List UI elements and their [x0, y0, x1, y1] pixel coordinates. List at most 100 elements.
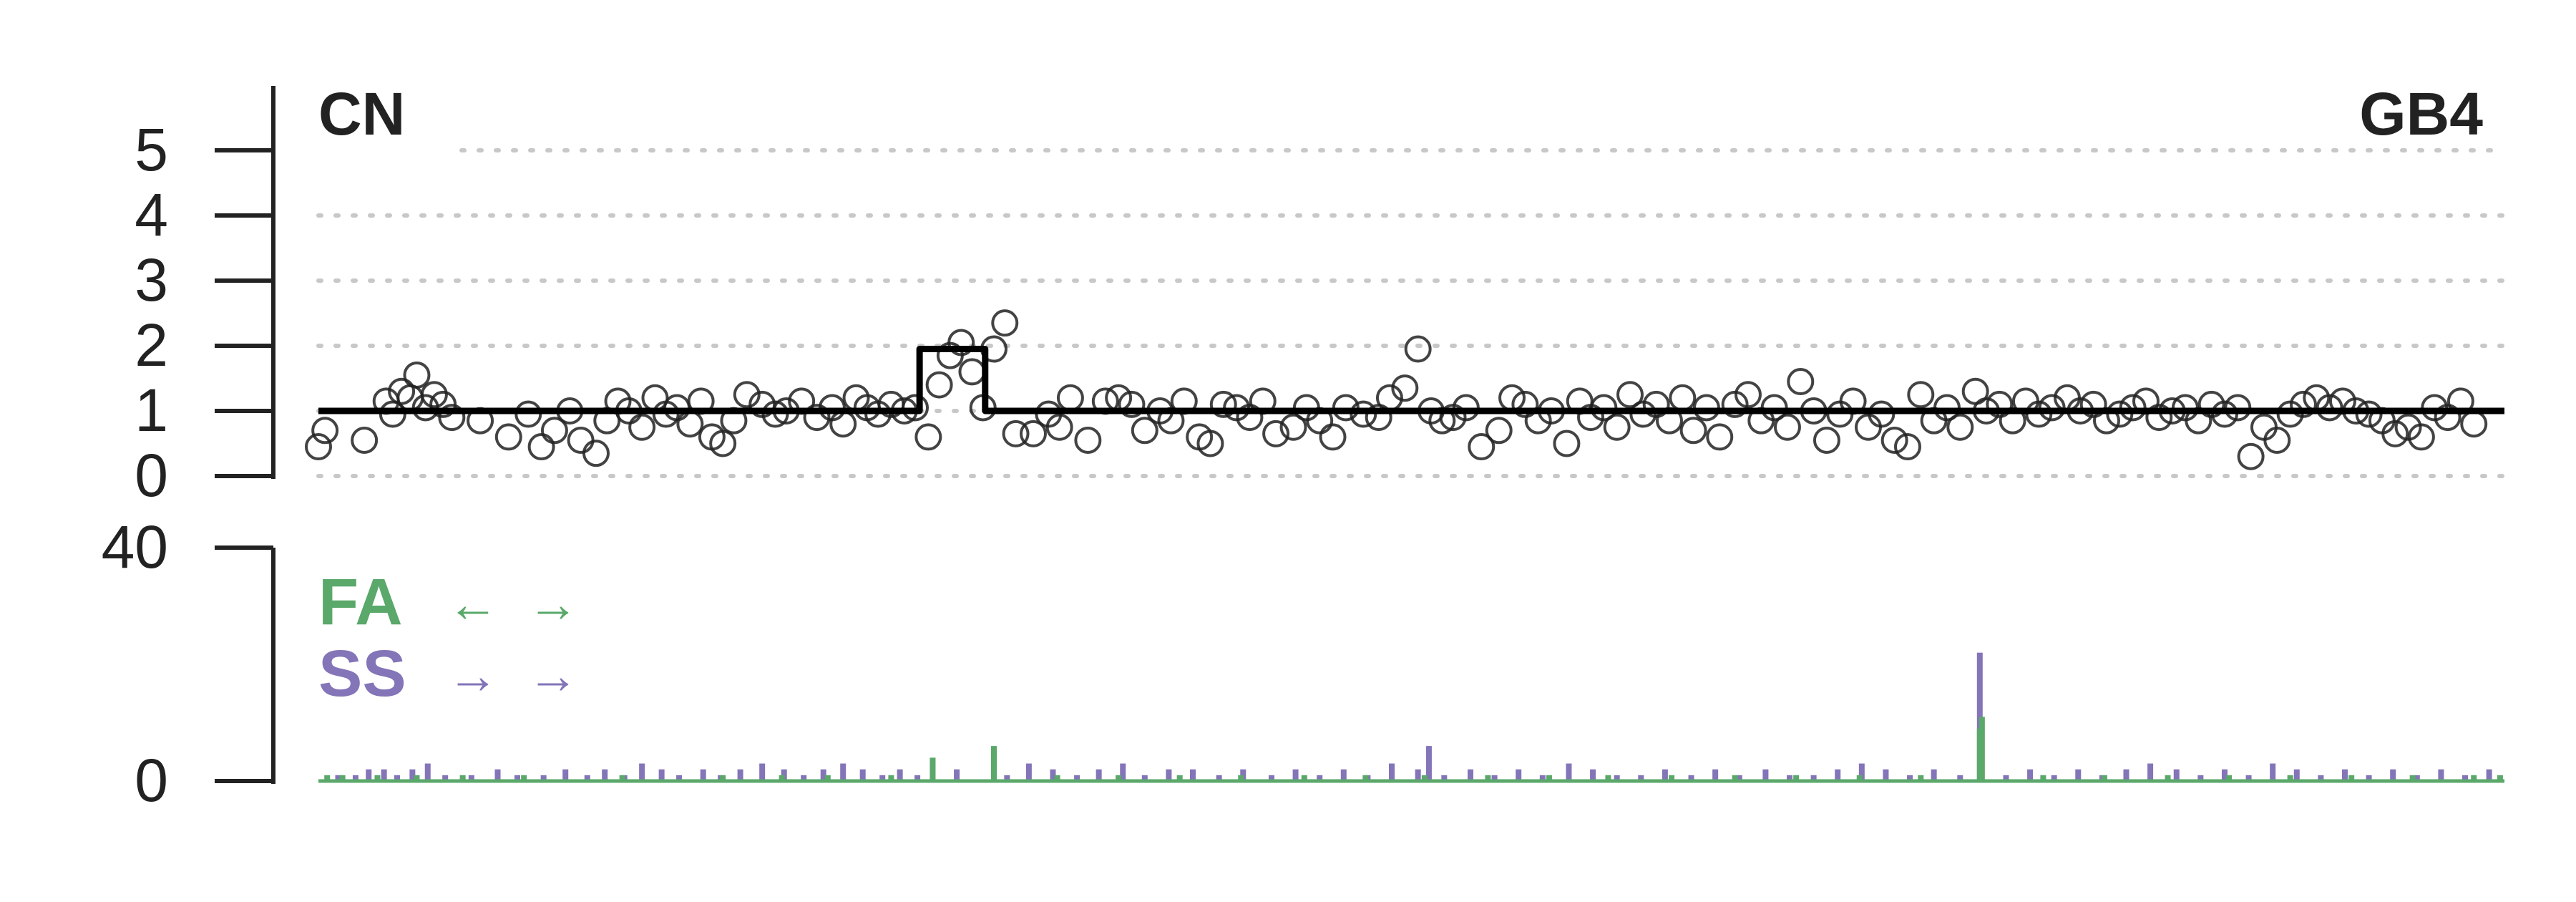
coverage-bar-fa	[1669, 775, 1675, 781]
coverage-bar-ss	[424, 763, 431, 781]
cn-point	[914, 423, 942, 451]
coverage-bar-ss	[2270, 763, 2276, 781]
cn-point	[676, 410, 704, 438]
cn-point	[1292, 394, 1320, 422]
coverage-bar-ss	[584, 775, 590, 781]
coverage-bar-ss	[2027, 769, 2034, 781]
coverage-bar-ss	[442, 775, 449, 781]
coverage-bar-ss	[914, 775, 921, 781]
coverage-bar-ss	[2123, 769, 2129, 781]
coverage-y-ticks: 0 40	[102, 513, 273, 814]
cn-point	[2407, 423, 2435, 451]
coverage-bar-fa	[779, 775, 785, 781]
cn-panel-label: CN	[318, 80, 405, 147]
coverage-bar-ss	[879, 775, 886, 781]
coverage-bar-ss	[658, 769, 665, 781]
coverage-bar-fa	[1421, 775, 1428, 781]
cn-point	[1332, 394, 1360, 422]
cn-point	[1946, 413, 1974, 441]
coverage-bar-ss	[1166, 769, 1172, 781]
coverage-bar-fa	[2101, 775, 2107, 781]
coverage-bar-ss	[381, 769, 387, 781]
cn-point	[1787, 368, 1815, 396]
coverage-bar-ss	[1931, 769, 1937, 781]
cn-tick-label-4: 4	[135, 181, 168, 248]
cn-point	[2224, 394, 2252, 422]
coverage-bar-ss	[2051, 775, 2057, 781]
cn-tick-label-0: 0	[135, 442, 168, 509]
cn-point	[2119, 394, 2147, 422]
coverage-bar-fa	[888, 775, 894, 781]
coverage-bar-ss	[2486, 769, 2492, 781]
coverage-bar-fa	[1176, 775, 1183, 781]
cn-point	[991, 309, 1019, 337]
cn-point	[1391, 374, 1419, 402]
coverage-bar-ss	[1004, 775, 1010, 781]
coverage-bar-fa	[1238, 775, 1244, 781]
legend-arrows-ss: → →	[447, 647, 586, 704]
coverage-bar-ss	[1292, 769, 1299, 781]
coverage-bar-ss	[1907, 775, 1913, 781]
cn-point	[2289, 390, 2317, 418]
coverage-bar-ss	[366, 769, 372, 781]
cn-point	[388, 377, 416, 405]
legend-label-fa: FA	[318, 566, 403, 639]
cn-point	[1074, 426, 1102, 454]
coverage-bar-ss	[1141, 775, 1148, 781]
coverage-bar-ss	[2366, 775, 2372, 781]
coverage-bar-ss	[1425, 746, 1432, 781]
cn-point	[1553, 430, 1581, 457]
cn-point	[1907, 381, 1935, 409]
coverage-bar-ss	[1317, 775, 1323, 781]
coverage-bar-ss	[1467, 769, 1473, 781]
coverage-bar-fa	[521, 775, 527, 781]
coverage-bar-fa	[2348, 775, 2355, 781]
cn-point	[1813, 426, 1840, 454]
coverage-bar-ss	[2075, 769, 2082, 781]
cn-point	[2460, 410, 2488, 438]
cn-point	[582, 440, 610, 467]
coverage-bar-fa	[1856, 775, 1863, 781]
coverage-bar-ss	[2003, 775, 2009, 781]
cn-point	[1019, 420, 1047, 447]
coverage-bar-ss	[1539, 775, 1546, 781]
coverage-bar-ss	[468, 775, 474, 781]
coverage-bar-ss	[954, 769, 960, 781]
legend-label-ss: SS	[318, 637, 406, 710]
coverage-bar-ss	[2341, 769, 2348, 781]
cn-point	[1734, 381, 1762, 409]
cn-point	[2381, 420, 2409, 447]
coverage-bar-ss	[2245, 775, 2252, 781]
sample-label: GB4	[2359, 80, 2483, 147]
cn-point	[947, 329, 975, 357]
coverage-bar-fa	[2287, 775, 2293, 781]
coverage-bar-ss	[1389, 763, 1395, 781]
coverage-bar-ss	[1096, 769, 1102, 781]
cn-point	[1616, 381, 1644, 409]
coverage-bar-fa	[2409, 775, 2416, 781]
coverage-bar-ss	[759, 763, 766, 781]
coverage-bar-ss	[1858, 763, 1865, 781]
cn-point	[1002, 420, 1030, 447]
cn-point	[1452, 394, 1480, 422]
coverage-bar-fa	[1116, 775, 1122, 781]
coverage-bar-ss	[352, 775, 358, 781]
cn-point	[1880, 426, 1908, 454]
cn-point	[1279, 413, 1307, 441]
coverage-bar-ss	[1835, 769, 1841, 781]
coverage-bar-fa	[2165, 775, 2171, 781]
coverage-bar-ss	[335, 775, 341, 781]
cn-segment-line	[318, 346, 2504, 414]
coverage-legend: FA ← → SS → →	[318, 566, 586, 710]
cn-point	[305, 433, 332, 461]
coverage-bar-fa	[824, 775, 831, 781]
cn-point	[1350, 400, 1377, 428]
coverage-bar-ss	[1712, 769, 1719, 781]
cn-point	[1262, 420, 1290, 447]
coverage-bar-ss	[602, 769, 608, 781]
coverage-bar-ss	[562, 769, 569, 781]
cn-point	[1773, 413, 1801, 441]
cn-point	[2316, 394, 2343, 422]
coverage-bar-ss	[1787, 775, 1793, 781]
